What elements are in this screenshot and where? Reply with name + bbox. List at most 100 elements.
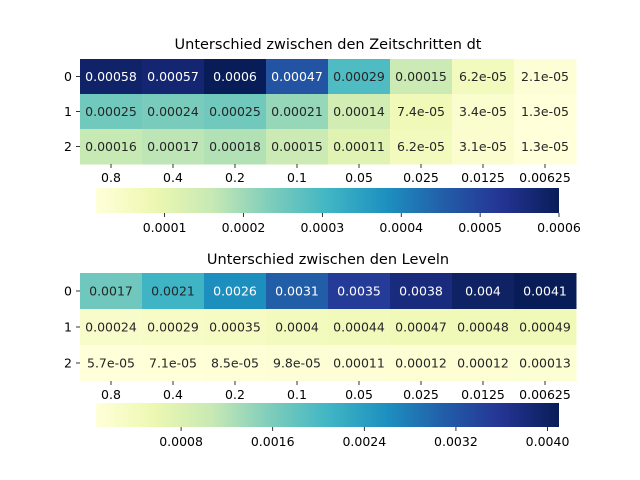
colorbar: 0.0008 0.0016 0.0024 0.0032 0.0040 [96,403,569,449]
x-axis: 0.8 0.4 0.2 0.1 0.05 0.025 0.0125 0.00625 [101,381,571,402]
heatmap-panel-levels: Unterschied zwischen den Leveln 0.0017 0.… [64,252,577,449]
heatmap-cell [80,129,143,165]
cell-annotation: 0.00044 [333,320,385,335]
heatmap-cell [328,345,391,382]
cell-annotation: 8.5e-05 [211,356,259,371]
heatmap-cell [328,129,391,165]
heatmap-cell [142,94,205,130]
x-tick-label: 0.00625 [519,170,571,185]
y-tick-label: 0 [64,284,72,299]
heatmap-cell [452,309,515,346]
colorbar-tick-label: 0.0008 [159,434,203,449]
x-tick-label: 0.2 [225,387,245,402]
heatmap-cell [204,309,267,346]
heatmap-cell [390,273,453,310]
heatmap-cell [452,129,515,165]
colorbar: 0.0001 0.0002 0.0003 0.0004 0.0005 0.0006 [96,188,581,235]
cell-annotation: 7.4e-05 [397,104,445,119]
cell-annotation: 0.00021 [271,104,323,119]
y-axis: 0 1 2 [64,284,80,371]
colorbar-tick-label: 0.0005 [458,220,502,235]
heatmap-cell [452,273,515,310]
cell-annotation: 0.0006 [213,69,257,84]
x-tick-label: 0.8 [101,170,121,185]
heatmap-panel-timesteps: Unterschied zwischen den Zeitschritten d… [64,37,581,235]
heatmap-cell [204,94,267,130]
cell-annotation: 6.2e-05 [459,69,507,84]
cell-annotation: 0.00048 [457,320,509,335]
heatmap-cell [142,273,205,310]
x-tick-label: 0.8 [101,387,121,402]
cell-annotation: 0.00012 [457,356,509,371]
cell-annotation: 3.4e-05 [459,104,507,119]
colorbar-tick-label: 0.0001 [143,220,187,235]
cell-annotation: 2.1e-05 [521,69,569,84]
heatmap-cell [390,129,453,165]
y-axis: 0 1 2 [64,69,80,154]
cell-annotation: 0.0031 [275,284,319,299]
y-tick-label: 2 [64,139,72,154]
cell-annotation: 6.2e-05 [397,139,445,154]
cell-annotation: 7.1e-05 [149,356,197,371]
heatmap-cells: 0.00058 0.00057 0.0006 0.00047 0.00029 0.0001… [80,59,577,165]
cell-annotation: 0.0017 [89,284,133,299]
heatmap-cell [80,94,143,130]
cell-annotation: 1.3e-05 [521,139,569,154]
y-tick-label: 1 [64,104,72,119]
cell-annotation: 0.00049 [519,320,571,335]
heatmap-cell [80,309,143,346]
colorbar-tick-label: 0.0016 [251,434,295,449]
y-tick-label: 1 [64,320,72,335]
heatmap-cells: 0.0017 0.0021 0.0026 0.0031 0.0035 0.0038 0.00… [80,273,577,382]
cell-annotation: 0.00035 [209,320,261,335]
colorbar-tick-label: 0.0003 [300,220,344,235]
colorbar-tick-label: 0.0004 [379,220,423,235]
heatmap-cell [266,94,329,130]
heatmap-cell [80,273,143,310]
cell-annotation: 0.00047 [271,69,323,84]
heatmap-cell [328,94,391,130]
cell-annotation: 0.00011 [333,139,385,154]
heatmap-cell [204,345,267,382]
heatmap-cell [266,345,329,382]
cell-annotation: 1.3e-05 [521,104,569,119]
cell-annotation: 0.00017 [147,139,199,154]
cell-annotation: 0.00015 [271,139,323,154]
heatmap-cell [390,309,453,346]
cell-annotation: 0.00013 [519,356,571,371]
x-tick-label: 0.025 [403,170,439,185]
colorbar-tick-label: 0.0002 [222,220,266,235]
heatmap-cell [142,309,205,346]
x-tick-label: 0.1 [287,170,307,185]
cell-annotation: 0.0004 [275,320,319,335]
heatmap-cell [204,59,267,95]
colorbar-gradient [96,403,559,427]
cell-annotation: 0.00025 [209,104,261,119]
colorbar-gradient [96,188,559,213]
cell-annotation: 3.1e-05 [459,139,507,154]
heatmap-cell [266,129,329,165]
cell-annotation: 5.7e-05 [87,356,135,371]
heatmap-cell [514,94,577,130]
x-tick-label: 0.0125 [461,170,505,185]
heatmap-cell [266,59,329,95]
colorbar-tick-label: 0.0024 [342,434,386,449]
heatmap-cell [514,345,577,382]
heatmap-cell [452,94,515,130]
heatmap-cell [390,345,453,382]
cell-annotation: 0.004 [465,284,501,299]
cell-annotation: 0.00029 [333,69,385,84]
heatmap-cell [142,345,205,382]
cell-annotation: 0.0021 [151,284,195,299]
x-axis: 0.8 0.4 0.2 0.1 0.05 0.025 0.0125 0.00625 [101,164,571,185]
heatmap-cell [514,273,577,310]
cell-annotation: 0.00015 [395,69,447,84]
cell-annotation: 0.00024 [85,320,137,335]
cell-annotation: 0.00024 [147,104,199,119]
cell-annotation: 0.00018 [209,139,261,154]
cell-annotation: 0.0041 [523,284,567,299]
heatmap-cell [452,59,515,95]
cell-annotation: 0.00016 [85,139,137,154]
heatmap-cell [390,59,453,95]
